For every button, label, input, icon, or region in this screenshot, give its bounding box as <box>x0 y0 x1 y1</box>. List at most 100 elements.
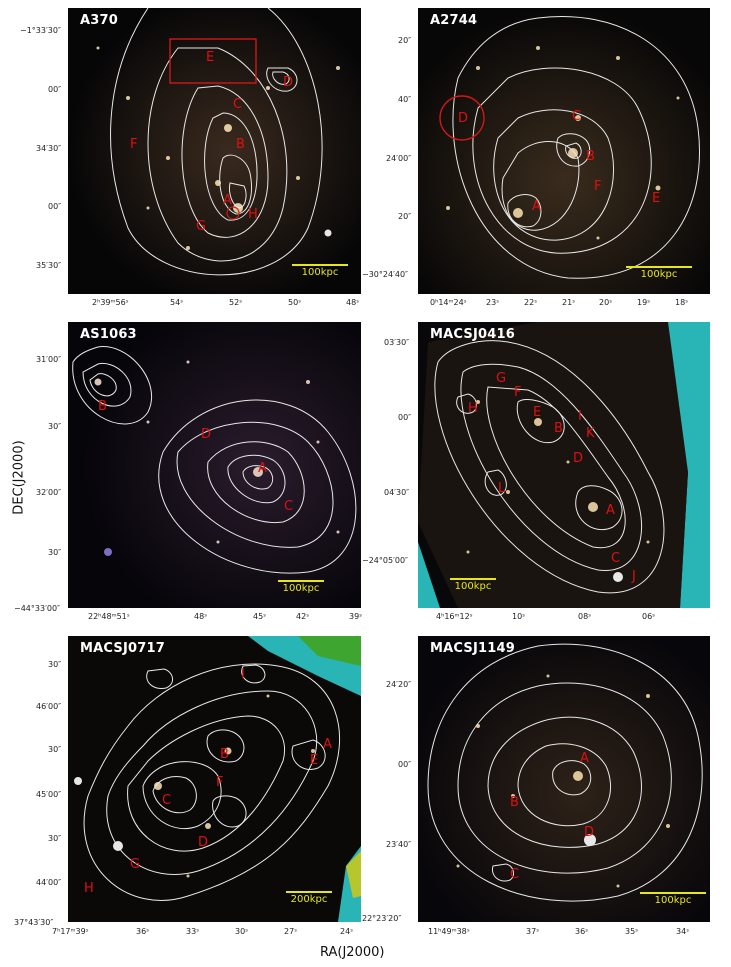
macsj0416-ra-tick: 4ʰ16ᵐ12ˢ <box>436 612 473 621</box>
a370-label-f: F <box>130 137 137 152</box>
as1063-dec-tick: 32′00″ <box>36 488 62 497</box>
macsj0717-label-h: H <box>84 881 94 896</box>
panel-as1063: B D A C AS1063 100kpc <box>68 322 361 608</box>
macsj0717-label-a: A <box>323 737 332 752</box>
macsj0717-label-i: I <box>241 667 245 682</box>
a2744-dec-tick: 40″ <box>398 95 412 104</box>
macsj0416-ra-tick: 06ˢ <box>642 612 656 621</box>
a2744-label-a: A <box>532 199 541 214</box>
y-axis-label: DEC(J2000) <box>11 440 27 515</box>
a370-scalebar: 100kpc <box>292 264 348 278</box>
a2744-label-f: F <box>594 179 601 194</box>
panel-macsj0717: I A E B F C D G H MACSJ0717 200kpc <box>68 636 361 922</box>
a2744-label-e: E <box>652 191 660 206</box>
a2744-dec-tick: 20″ <box>398 212 412 221</box>
macsj0717-label-g: G <box>130 857 140 872</box>
a370-label-h: H <box>248 207 258 222</box>
as1063-label-a: A <box>258 461 267 476</box>
a370-ra-tick: 52ˢ <box>229 298 243 307</box>
a370-label-c: C <box>233 97 242 112</box>
macsj0717-dec-tick: 44′00″ <box>36 878 62 887</box>
panel-macsj0416: G F H E B I K D L A C J MACSJ0416 100kpc <box>418 322 710 608</box>
panel-a2744: D C B F E A A2744 100kpc <box>418 8 710 294</box>
macsj1149-ra-tick: 36ˢ <box>575 927 589 936</box>
a2744-dec-tick: 20″ <box>398 36 412 45</box>
a2744-image: D C B F E A <box>418 8 710 294</box>
macsj0416-ra-tick: 08ˢ <box>578 612 592 621</box>
macsj0717-dec-tick: 45′00″ <box>36 790 62 799</box>
panel-macsj1149: A B D C MACSJ1149 100kpc <box>418 636 710 922</box>
a370-dec-tick: 34′30″ <box>36 144 62 153</box>
as1063-ra-tick: 42ˢ <box>296 612 310 621</box>
macsj0416-label-d: D <box>573 451 583 466</box>
macsj0717-label-e: E <box>310 753 318 768</box>
macsj1149-image: A B D C <box>418 636 710 922</box>
macsj1149-ra-tick: 11ʰ49ᵐ38ˢ <box>428 927 470 936</box>
a2744-label-c: C <box>572 109 581 124</box>
macsj1149-ra-tick: 35ˢ <box>625 927 639 936</box>
macsj0717-title: MACSJ0717 <box>80 641 165 656</box>
as1063-label-d: D <box>201 427 211 442</box>
a370-ra-tick: 54ˢ <box>170 298 184 307</box>
macsj0416-title: MACSJ0416 <box>430 327 515 342</box>
macsj0416-label-k: K <box>586 426 595 441</box>
a2744-dec-tick: −30°24′40″ <box>362 270 409 279</box>
a370-label-d: D <box>283 75 293 90</box>
a370-label-b: B <box>236 137 245 152</box>
macsj0717-label-f: F <box>216 775 223 790</box>
a370-image: E D C F B A G H <box>68 8 361 294</box>
macsj1149-dec-tick: 22°23′20″ <box>362 914 402 923</box>
a2744-ra-tick: 21ˢ <box>562 298 576 307</box>
a370-ra-tick: 48ˢ <box>346 298 360 307</box>
a370-ra-tick: 50ˢ <box>288 298 302 307</box>
panel-a370: E D C F B A G H A370 100kpc <box>68 8 361 294</box>
macsj0717-label-b: B <box>220 747 229 762</box>
macsj1149-label-c: C <box>510 867 519 882</box>
a370-label-a: A <box>223 193 232 208</box>
as1063-label-b: B <box>98 399 107 414</box>
macsj0717-ra-tick: 7ʰ17ᵐ39ˢ <box>52 927 89 936</box>
macsj0717-dec-tick: 37°43′30″ <box>14 918 54 927</box>
macsj0416-label-b: B <box>554 421 563 436</box>
macsj0717-ra-tick: 27ˢ <box>284 927 298 936</box>
macsj0717-dec-tick: 46′00″ <box>36 702 62 711</box>
a2744-dec-tick: 24′00″ <box>386 154 412 163</box>
a370-title: A370 <box>80 13 118 28</box>
macsj0416-image: G F H E B I K D L A C J <box>418 322 710 608</box>
as1063-ra-tick: 45ˢ <box>253 612 267 621</box>
macsj0416-label-f: F <box>514 385 521 400</box>
as1063-dec-tick: −44°33′00″ <box>14 604 61 613</box>
a2744-scalebar: 100kpc <box>626 266 692 280</box>
macsj0717-dec-tick: 30″ <box>48 745 62 754</box>
macsj0416-label-j: J <box>631 569 636 584</box>
x-axis-label: RA(J2000) <box>320 945 385 960</box>
macsj0416-dec-tick: 03′30″ <box>384 338 410 347</box>
as1063-dec-tick: 30″ <box>48 548 62 557</box>
as1063-ra-tick: 48ˢ <box>194 612 208 621</box>
macsj0416-label-h: H <box>468 401 478 416</box>
macsj0416-label-l: L <box>498 481 506 496</box>
macsj0717-dec-tick: 30″ <box>48 660 62 669</box>
macsj0717-image: I A E B F C D G H <box>68 636 361 922</box>
a370-dec-tick: 35′30″ <box>36 261 62 270</box>
macsj0717-label-d: D <box>198 835 208 850</box>
a2744-ra-tick: 20ˢ <box>599 298 613 307</box>
macsj0416-dec-tick: 00″ <box>398 413 412 422</box>
a370-dec-tick: 00″ <box>48 202 62 211</box>
macsj0416-label-a: A <box>606 503 615 518</box>
macsj0717-ra-tick: 30ˢ <box>235 927 249 936</box>
a370-label-g: G <box>196 219 206 234</box>
as1063-ra-tick: 22ʰ48ᵐ51ˢ <box>88 612 130 621</box>
as1063-title: AS1063 <box>80 327 137 342</box>
macsj0717-ra-tick: 33ˢ <box>186 927 200 936</box>
macsj1149-dec-tick: 23′40″ <box>386 840 412 849</box>
macsj0717-scalebar: 200kpc <box>286 891 332 905</box>
macsj1149-scalebar: 100kpc <box>640 892 706 906</box>
macsj1149-label-d: D <box>584 825 594 840</box>
a2744-title: A2744 <box>430 13 478 28</box>
macsj0416-label-e: E <box>533 405 541 420</box>
macsj1149-label-b: B <box>510 795 519 810</box>
as1063-dec-tick: 30″ <box>48 422 62 431</box>
a2744-ra-tick: 18ˢ <box>675 298 689 307</box>
macsj0416-scalebar: 100kpc <box>450 578 496 592</box>
